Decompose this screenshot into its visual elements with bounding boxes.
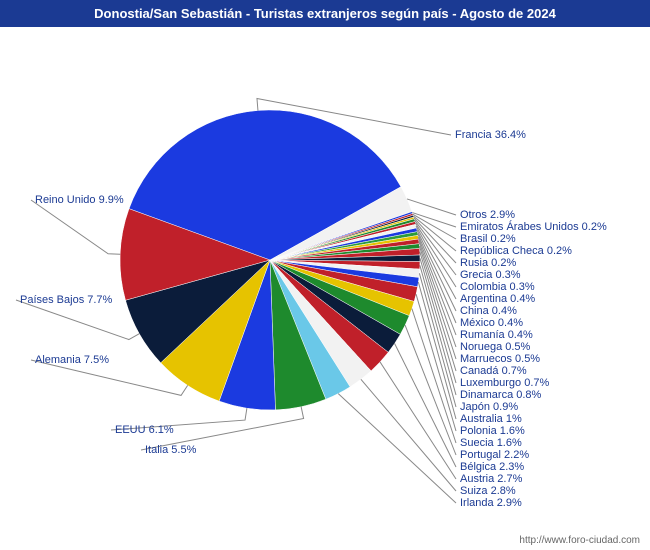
chart-title: Donostia/San Sebastián - Turistas extran…: [0, 0, 650, 27]
leader-line: [31, 200, 120, 254]
leader-line: [415, 223, 456, 287]
slice-label: Francia 36.4%: [455, 129, 526, 141]
slice-label: Australia 1%: [460, 413, 522, 425]
slice-label: Emiratos Árabes Unidos 0.2%: [460, 221, 607, 233]
leader-line: [418, 282, 456, 419]
slice-label: Italia 5.5%: [145, 444, 196, 456]
slice-label: Colombia 0.3%: [460, 281, 535, 293]
slice-label: Reino Unido 9.9%: [35, 194, 124, 206]
slice-label: Rusia 0.2%: [460, 257, 516, 269]
leader-line: [412, 213, 456, 227]
slice-label: Irlanda 2.9%: [460, 497, 522, 509]
slice-label: Marruecos 0.5%: [460, 353, 540, 365]
source-url: http://www.foro-ciudad.com: [519, 535, 640, 546]
slice-label: Portugal 2.2%: [460, 449, 529, 461]
slice-label: Japón 0.9%: [460, 401, 518, 413]
slice-label: Polonia 1.6%: [460, 425, 525, 437]
slice-label: EEUU 6.1%: [115, 424, 174, 436]
leader-line: [361, 379, 456, 491]
slice-label: Canadá 0.7%: [460, 365, 527, 377]
slice-label: México 0.4%: [460, 317, 523, 329]
leader-line: [419, 246, 456, 359]
slice-label: Suecia 1.6%: [460, 437, 522, 449]
leader-line: [407, 199, 456, 215]
slice-label: Otros 2.9%: [460, 209, 515, 221]
slice-label: Brasil 0.2%: [460, 233, 516, 245]
slice-label: Países Bajos 7.7%: [20, 294, 112, 306]
slice-label: Bélgica 2.3%: [460, 461, 524, 473]
slice-label: Grecia 0.3%: [460, 269, 521, 281]
leader-line: [416, 226, 456, 299]
slice-label: Rumanía 0.4%: [460, 329, 533, 341]
slice-label: China 0.4%: [460, 305, 517, 317]
leader-line: [380, 362, 456, 479]
slice-label: Argentina 0.4%: [460, 293, 535, 305]
slice-label: Luxemburgo 0.7%: [460, 377, 549, 389]
slice-label: Noruega 0.5%: [460, 341, 530, 353]
slice-label: Dinamarca 0.8%: [460, 389, 541, 401]
slice-label: Alemania 7.5%: [35, 354, 109, 366]
pie-chart: Otros 2.9%Emiratos Árabes Unidos 0.2%Bra…: [0, 30, 650, 530]
slice-label: Suiza 2.8%: [460, 485, 516, 497]
slice-label: República Checa 0.2%: [460, 245, 572, 257]
slice-label: Austria 2.7%: [460, 473, 522, 485]
